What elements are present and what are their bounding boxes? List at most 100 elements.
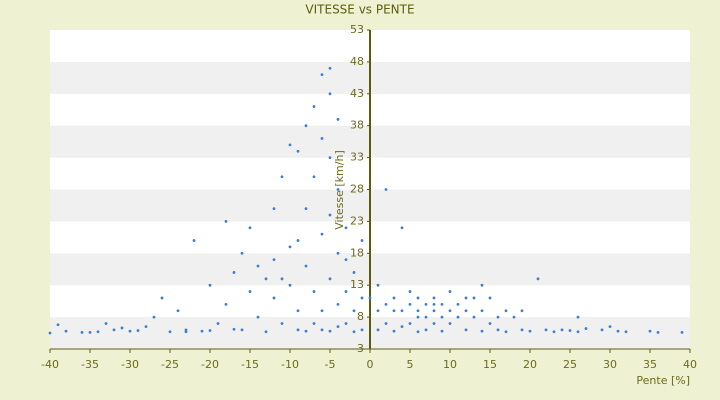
point [512, 315, 516, 319]
y-tick-label: 53 [350, 23, 364, 36]
point [368, 296, 372, 300]
point [328, 213, 332, 217]
point [288, 143, 292, 147]
point [432, 322, 436, 325]
y-axis-label: Vitesse [km/h] [333, 150, 346, 230]
y-tick-label: 48 [350, 55, 364, 68]
point [496, 315, 500, 319]
x-tick-label: -15 [241, 358, 259, 371]
point [464, 296, 468, 300]
point [536, 277, 540, 281]
point [336, 117, 340, 121]
point [440, 329, 444, 333]
point [384, 302, 388, 306]
point [272, 258, 276, 262]
point [296, 239, 300, 242]
point [96, 330, 100, 334]
point [472, 315, 476, 319]
point [128, 329, 132, 333]
point [280, 277, 284, 281]
point [240, 328, 244, 332]
point [336, 325, 340, 329]
point [416, 309, 420, 313]
point [248, 290, 252, 293]
point [360, 296, 364, 300]
point [288, 283, 292, 287]
point [400, 325, 404, 329]
point [304, 124, 308, 128]
x-tick-label: -5 [325, 358, 336, 371]
point [456, 315, 460, 319]
x-tick-label: -40 [41, 358, 59, 371]
point [464, 328, 468, 332]
point [408, 290, 412, 293]
point [424, 328, 428, 332]
point [496, 328, 500, 332]
point [168, 330, 172, 334]
point [296, 149, 300, 153]
point [80, 331, 84, 334]
point [280, 322, 284, 325]
point [432, 309, 436, 313]
point [504, 330, 508, 334]
point [344, 226, 348, 230]
point [544, 328, 548, 332]
point [440, 315, 444, 319]
point [320, 328, 324, 332]
point [320, 309, 324, 313]
point [456, 302, 460, 306]
point [352, 271, 356, 274]
point [480, 283, 484, 287]
point [296, 328, 300, 332]
x-tick-label: 25 [563, 358, 577, 371]
x-tick-label: -35 [81, 358, 99, 371]
y-tick-label: 18 [350, 246, 364, 259]
point [296, 309, 300, 313]
point [328, 329, 332, 333]
point [312, 322, 316, 325]
point [304, 264, 308, 268]
point [336, 302, 340, 306]
point [304, 207, 308, 211]
point [240, 251, 244, 255]
point [328, 277, 332, 281]
point [88, 331, 92, 334]
point [152, 315, 156, 319]
point [248, 226, 252, 230]
point [216, 322, 220, 325]
x-tick-label: 30 [603, 358, 617, 371]
point [336, 251, 340, 255]
point [520, 309, 524, 313]
y-tick-label: 8 [357, 310, 364, 323]
x-tick-label: 35 [643, 358, 657, 371]
point [376, 328, 380, 332]
point [320, 73, 324, 77]
point [392, 296, 396, 300]
point [208, 283, 212, 287]
point [272, 207, 276, 211]
point [192, 239, 196, 242]
point [312, 175, 316, 179]
point [232, 271, 236, 274]
point [440, 302, 444, 306]
point [600, 328, 604, 332]
point [320, 232, 324, 236]
point [256, 315, 260, 319]
point [384, 322, 388, 325]
point [184, 330, 188, 334]
point [352, 309, 356, 313]
point [288, 245, 292, 249]
point [344, 258, 348, 262]
point [552, 330, 556, 334]
point [104, 322, 108, 325]
point [448, 290, 452, 293]
point [576, 315, 580, 319]
x-tick-label: -30 [121, 358, 139, 371]
point [520, 328, 524, 332]
point [376, 283, 380, 287]
point [328, 66, 332, 70]
point [616, 329, 620, 333]
point [392, 309, 396, 313]
point [312, 290, 316, 293]
